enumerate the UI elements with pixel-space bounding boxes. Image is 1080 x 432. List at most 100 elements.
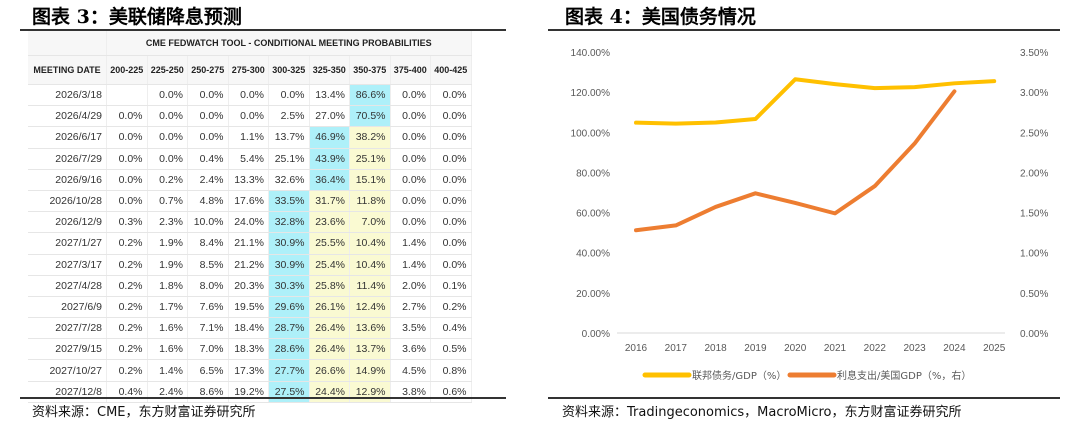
probability-cell: 28.7%: [268, 317, 310, 340]
probability-cell: 0.0%: [430, 105, 472, 128]
probability-cell: 0.0%: [147, 126, 188, 149]
corner-cell: [28, 31, 107, 56]
y-right-tick-label: 2.00%: [1020, 168, 1048, 179]
probability-cell: 1.6%: [147, 317, 188, 340]
probability-cell: 12.4%: [349, 296, 391, 319]
probability-cell: 19.5%: [228, 296, 269, 319]
probability-cell: 21.1%: [228, 232, 269, 255]
probability-cell: 13.6%: [349, 317, 391, 340]
probability-cell: 7.0%: [187, 338, 229, 361]
probability-cell: 0.2%: [106, 296, 148, 319]
probability-cell: 1.4%: [147, 359, 188, 382]
y-right-tick-label: 1.50%: [1020, 209, 1048, 220]
probability-cell: 0.0%: [430, 148, 472, 170]
probability-cell: 0.2%: [430, 296, 472, 319]
probability-cell: 0.2%: [147, 169, 188, 191]
probability-cell: 7.1%: [187, 317, 229, 340]
probability-cell: 32.6%: [268, 169, 310, 191]
x-tick-label: 2017: [665, 343, 688, 354]
probability-cell: 25.1%: [349, 148, 391, 170]
y-right-tick-label: 0.50%: [1020, 289, 1048, 300]
y-left-tick-label: 100.00%: [571, 128, 611, 139]
column-header: 250-275: [187, 55, 229, 85]
table-row: 2026/3/18 0.0% 0.0% 0.0% 0.0% 13.4% 86.6% 0.0% 0…: [28, 84, 472, 107]
probability-cell: 10.4%: [349, 232, 391, 255]
y-left-tick-label: 80.00%: [576, 168, 610, 179]
probability-cell: 0.0%: [228, 84, 269, 107]
x-tick-label: 2023: [903, 343, 926, 354]
table-row: 2027/7/28 0.2% 1.6% 7.1% 18.4% 28.7% 26.4% 13.6…: [28, 317, 472, 340]
probability-cell: 27.5%: [268, 381, 310, 403]
probability-cell: 14.9%: [349, 359, 391, 382]
table-row: 2026/7/29 0.0% 0.0% 0.4% 5.4% 25.1% 43.9% 25.1%…: [28, 148, 472, 170]
probability-cell: 3.6%: [390, 338, 431, 361]
probability-cell: 8.6%: [187, 381, 229, 403]
probability-cell: 0.0%: [390, 105, 431, 128]
probability-cell: 36.4%: [309, 169, 350, 191]
x-tick-label: 2024: [943, 343, 966, 354]
probability-cell: 0.0%: [147, 105, 188, 128]
fedwatch-table: CME FEDWATCH TOOL - CONDITIONAL MEETING …: [28, 31, 472, 403]
probability-cell: 8.4%: [187, 232, 229, 255]
probability-cell: 6.5%: [187, 359, 229, 382]
probability-cell: 30.3%: [268, 275, 310, 297]
legend-label: 利息支出/美国GDP（%，右）: [837, 369, 971, 382]
probability-cell: 17.3%: [228, 359, 269, 382]
x-tick-label: 2020: [784, 343, 807, 354]
probability-cell: 25.4%: [309, 254, 350, 276]
column-header: 325-350: [309, 55, 350, 85]
probability-cell: 24.4%: [309, 381, 350, 403]
probability-cell: 0.0%: [187, 84, 229, 107]
y-right-tick-label: 0.00%: [1020, 329, 1048, 340]
meeting-date-cell: 2027/1/27: [28, 232, 107, 255]
probability-cell: 38.2%: [349, 126, 391, 149]
probability-cell: 29.6%: [268, 296, 310, 319]
x-tick-label: 2018: [704, 343, 727, 354]
probability-cell: 0.4%: [187, 148, 229, 170]
figure-4-source: 资料来源：Tradingeconomics，MacroMicro，东方财富证券研…: [562, 405, 962, 420]
probability-cell: 46.9%: [309, 126, 350, 149]
probability-cell: 0.0%: [390, 169, 431, 191]
table-row: 2027/10/27 0.2% 1.4% 6.5% 17.3% 27.7% 26.6% 14.…: [28, 359, 472, 382]
probability-cell: 0.0%: [390, 211, 431, 234]
x-tick-label: 2019: [744, 343, 767, 354]
probability-cell: 18.4%: [228, 317, 269, 340]
probability-cell: 20.3%: [228, 275, 269, 297]
probability-cell: 27.0%: [309, 105, 350, 128]
y-right-tick-label: 2.50%: [1020, 128, 1048, 139]
meeting-date-cell: 2027/3/17: [28, 254, 107, 276]
probability-cell: 0.0%: [430, 232, 472, 255]
y-left-tick-label: 40.00%: [576, 249, 610, 260]
source-rule: [20, 397, 506, 399]
probability-cell: 25.1%: [268, 148, 310, 170]
probability-cell: 0.8%: [430, 359, 472, 382]
meeting-date-cell: 2026/3/18: [28, 84, 107, 107]
probability-cell: 0.0%: [430, 254, 472, 276]
probability-cell: 2.4%: [147, 381, 188, 403]
probability-cell: 26.1%: [309, 296, 350, 319]
meeting-date-cell: 2026/6/17: [28, 126, 107, 149]
probability-cell: 23.6%: [309, 211, 350, 234]
probability-cell: 1.4%: [390, 254, 431, 276]
probability-cell: 7.6%: [187, 296, 229, 319]
probability-cell: 31.7%: [309, 190, 350, 213]
probability-cell: 0.2%: [106, 275, 148, 297]
probability-cell: 26.6%: [309, 359, 350, 382]
y-left-tick-label: 120.00%: [571, 88, 611, 99]
meeting-date-cell: 2027/6/9: [28, 296, 107, 319]
probability-cell: 2.3%: [147, 211, 188, 234]
probability-cell: 0.0%: [430, 84, 472, 107]
probability-cell: 0.0%: [430, 211, 472, 234]
probability-cell: 25.5%: [309, 232, 350, 255]
probability-cell: 3.5%: [390, 317, 431, 340]
probability-cell: 13.4%: [309, 84, 350, 107]
probability-cell: 5.4%: [228, 148, 269, 170]
probability-cell: 0.3%: [106, 211, 148, 234]
series-line-1: [634, 89, 957, 233]
probability-cell: 0.1%: [430, 275, 472, 297]
probability-cell: 21.2%: [228, 254, 269, 276]
probability-cell: 0.2%: [106, 232, 148, 255]
column-header: 275-300: [228, 55, 269, 85]
probability-cell: 4.5%: [390, 359, 431, 382]
probability-cell: 26.4%: [309, 317, 350, 340]
